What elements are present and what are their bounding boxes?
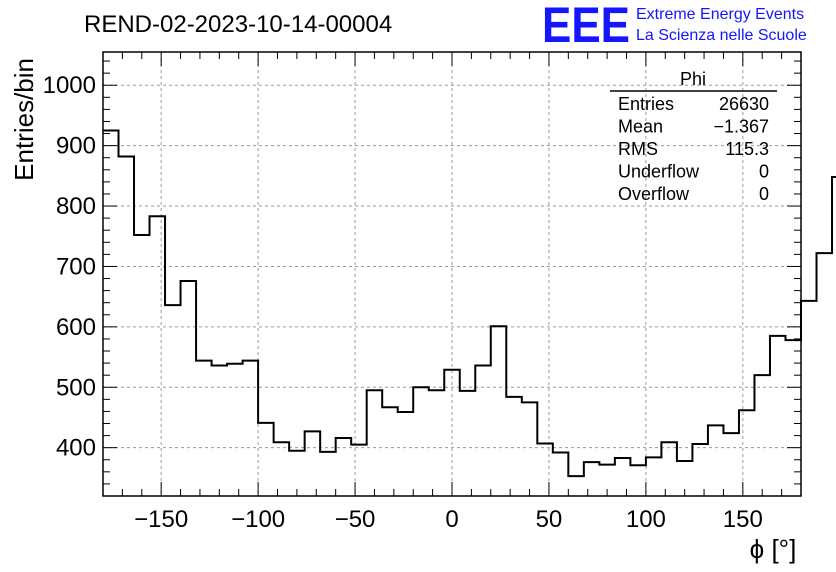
stats-value: 0 <box>759 184 769 204</box>
chart-title: REND-02-2023-10-14-00004 <box>84 11 392 38</box>
logo-line-2: La Scienza nelle Scuole <box>636 27 807 44</box>
stats-value: 0 <box>759 162 769 182</box>
logo-line-1: Extreme Energy Events <box>636 6 804 23</box>
histogram-line <box>103 129 836 478</box>
x-tick-label: −50 <box>335 506 376 533</box>
y-tick-label: 500 <box>56 374 96 401</box>
stats-value: −1.367 <box>713 117 769 137</box>
x-tick-label: 50 <box>536 506 563 533</box>
y-tick-label: 400 <box>56 435 96 462</box>
stats-label: Underflow <box>618 162 700 182</box>
y-tick-label: 900 <box>56 133 96 160</box>
stats-label: Overflow <box>618 184 690 204</box>
x-tick-label: −100 <box>231 506 285 533</box>
x-tick-label: 100 <box>626 506 666 533</box>
y-tick-label: 600 <box>56 314 96 341</box>
axis-ticks <box>102 52 802 496</box>
x-axis-label: ϕ [°] <box>750 534 797 564</box>
stats-label: Mean <box>618 117 663 137</box>
stats-box: Phi Entries 26630 Mean −1.367 RMS 115.3 Underf… <box>610 69 777 204</box>
y-tick-label: 800 <box>56 193 96 220</box>
y-axis-label: Entries/bin <box>9 58 39 181</box>
grid <box>103 52 801 496</box>
eee-logo: EEE <box>542 0 630 53</box>
tick-labels: −150 −100 −50 0 50 100 150 400 500 600 700 800 900 10… <box>43 72 763 533</box>
stats-label: Entries <box>618 94 674 114</box>
x-tick-label: 150 <box>723 506 763 533</box>
stats-value: 26630 <box>719 94 769 114</box>
stats-label: RMS <box>618 139 658 159</box>
stats-value: 115.3 <box>725 139 769 159</box>
stats-rows: Entries 26630 Mean −1.367 RMS 115.3 Underflow 0… <box>618 94 769 204</box>
x-tick-label: 0 <box>445 506 458 533</box>
stats-title: Phi <box>680 69 706 89</box>
y-tick-label: 700 <box>56 253 96 280</box>
y-tick-label: 1000 <box>43 72 96 99</box>
x-tick-label: −150 <box>134 506 188 533</box>
